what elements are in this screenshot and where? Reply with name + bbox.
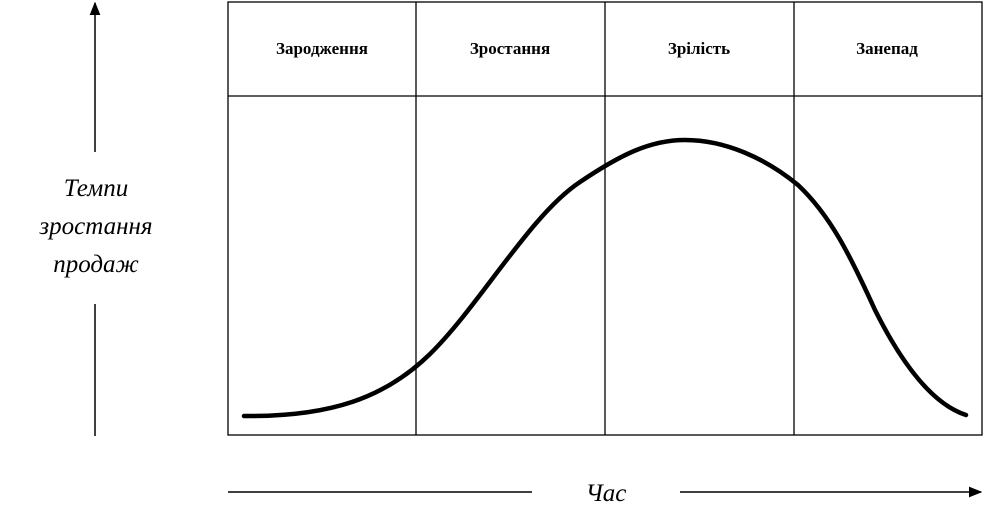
stage-label-growth: Зростання: [470, 39, 550, 58]
y-axis-label-line-2: зростання: [38, 213, 152, 240]
y-axis-label-line-3: продаж: [53, 251, 139, 278]
stage-label-maturity: Зрілість: [668, 39, 730, 58]
stage-label-decline: Занепад: [856, 39, 918, 58]
life-cycle-curve: [241, 137, 969, 419]
y-axis-label-line-1: Темпи: [64, 175, 128, 202]
stage-label-introduction: Зародження: [276, 39, 368, 58]
x-axis-label: Час: [586, 480, 627, 507]
